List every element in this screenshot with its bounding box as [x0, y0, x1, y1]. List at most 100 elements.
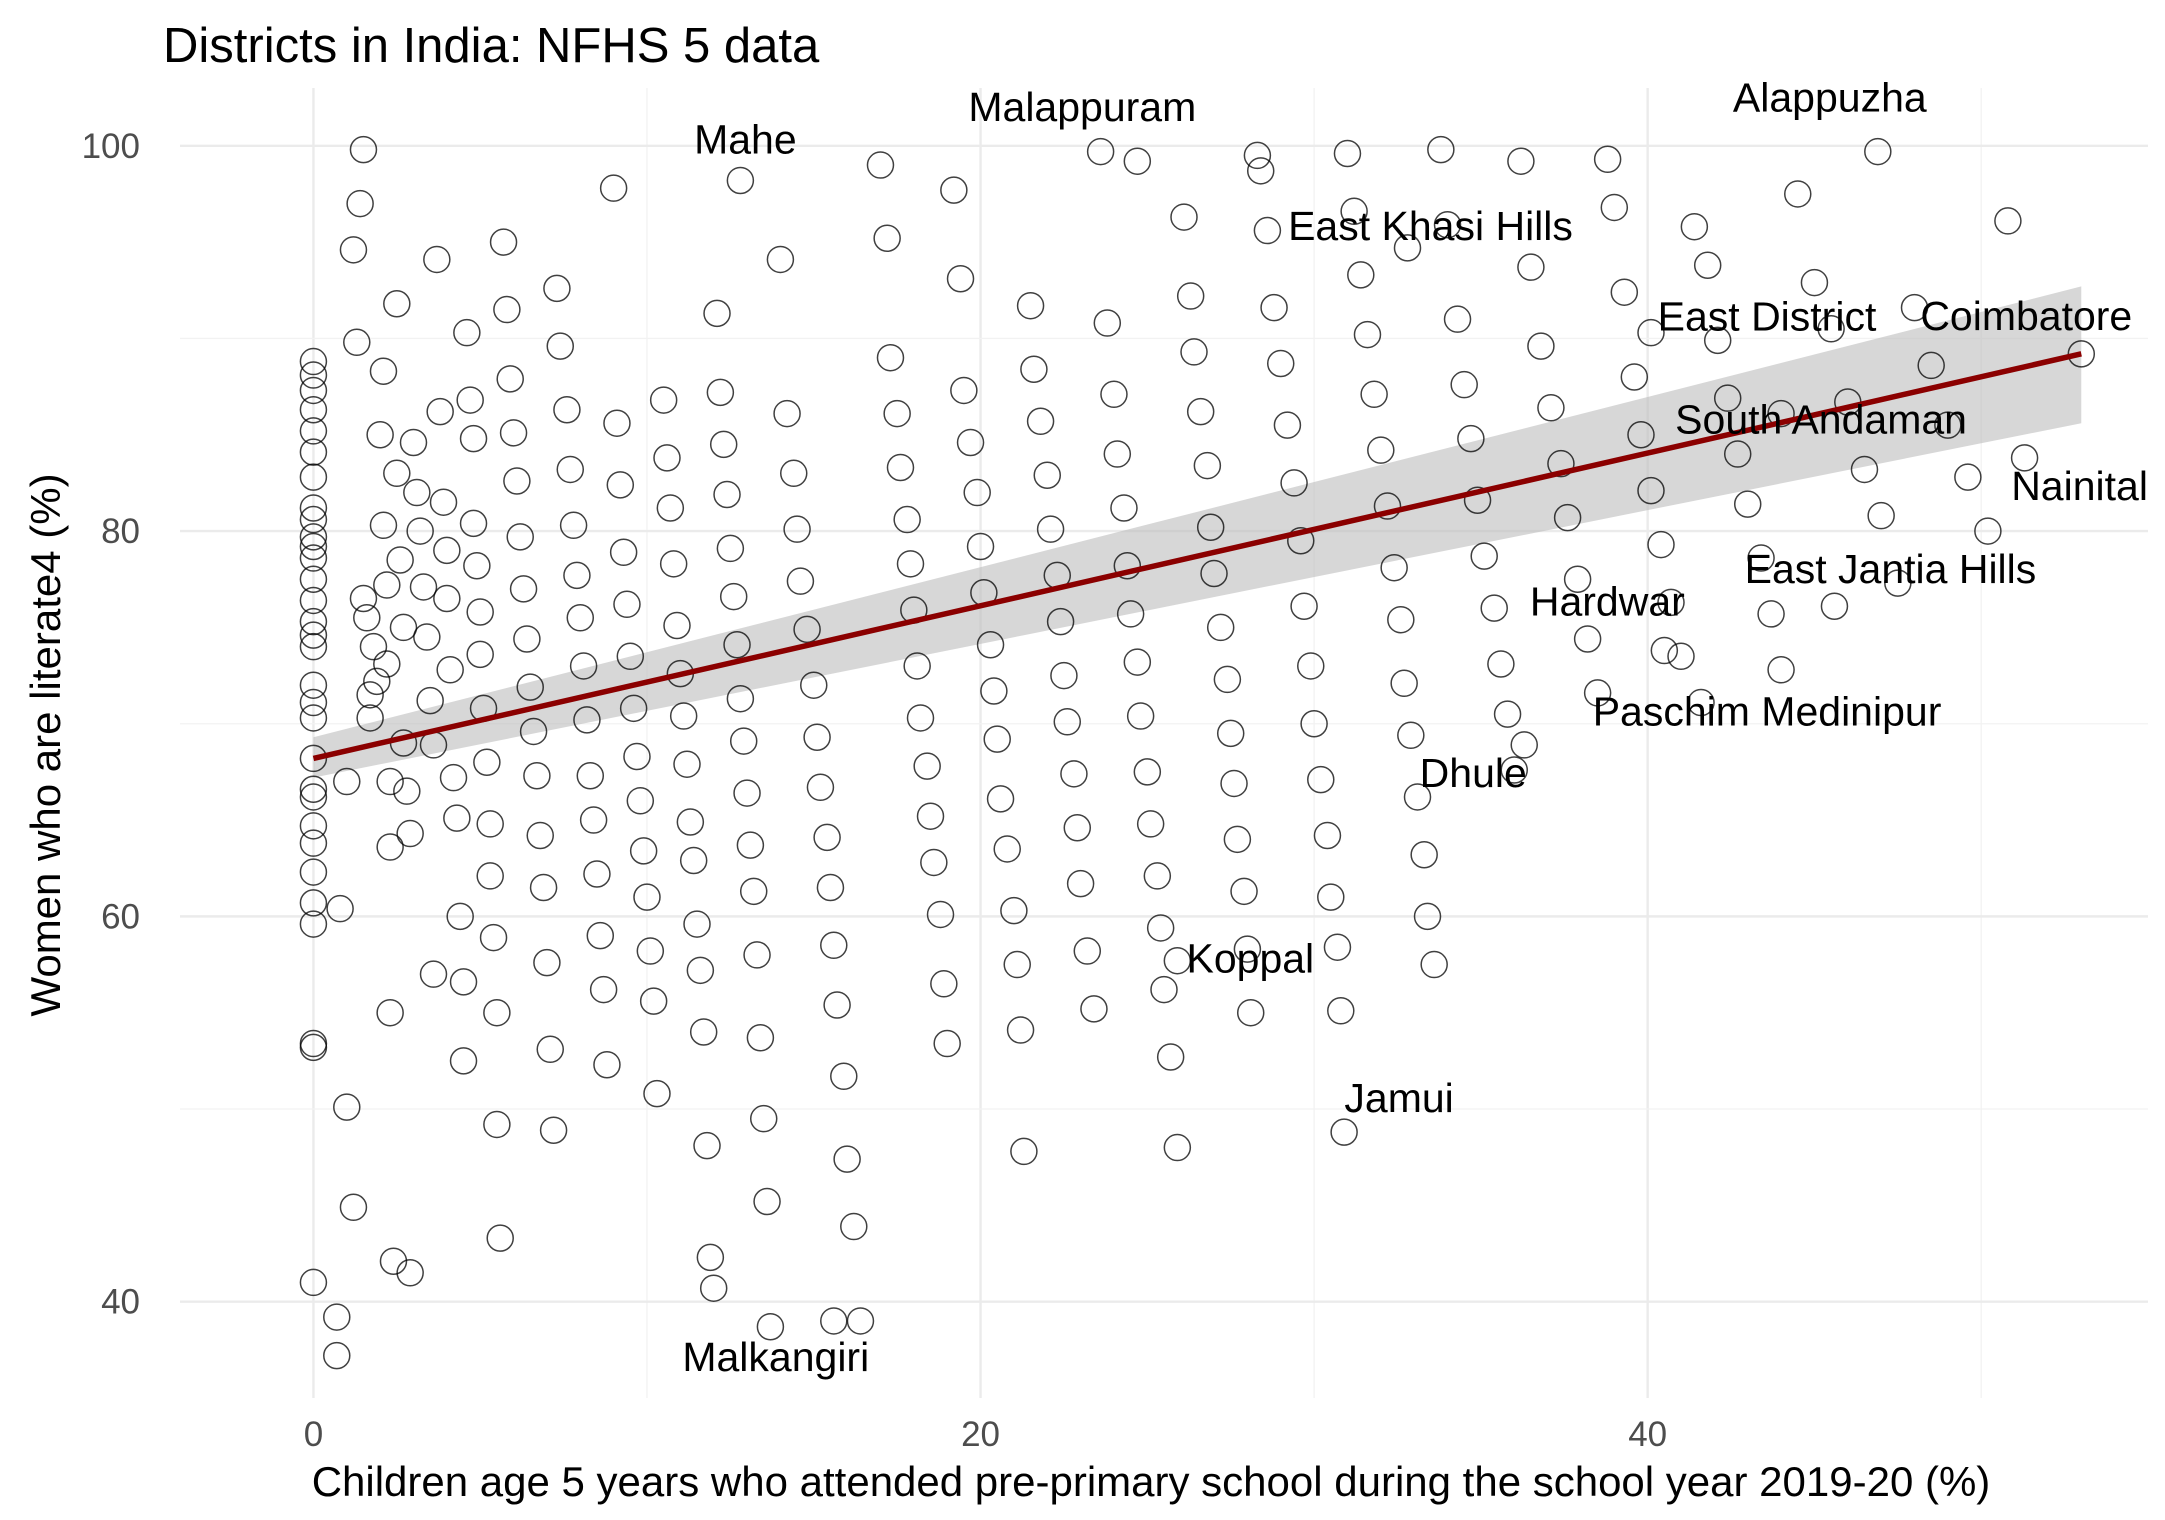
data-point [1136, 810, 1165, 838]
data-point [299, 688, 328, 717]
data-point [436, 656, 464, 684]
data-point [916, 802, 945, 830]
data-point [933, 1029, 961, 1058]
data-point [1266, 349, 1295, 378]
data-point [589, 975, 618, 1004]
data-point [1060, 760, 1088, 788]
data-point [906, 704, 935, 732]
data-point [536, 1035, 565, 1064]
data-point [299, 463, 328, 491]
data-point [299, 505, 328, 534]
data-point [299, 347, 328, 376]
data-point [539, 1116, 568, 1144]
data-point [703, 299, 731, 328]
data-point [386, 546, 414, 574]
data-point [456, 386, 484, 414]
data-point [1457, 424, 1485, 453]
data-point [1733, 490, 1762, 518]
data-point [349, 584, 378, 613]
data-point [1767, 656, 1795, 684]
data-point [616, 642, 645, 671]
data-point [1036, 515, 1065, 543]
data-point [439, 763, 468, 792]
data-point [930, 970, 958, 998]
data-point [1620, 363, 1649, 391]
data-point [726, 684, 755, 713]
data-point [526, 821, 554, 850]
data-point [983, 725, 1011, 753]
point-labels: Mahe Malappuram Alappuzha East Khasi Hills E… [682, 75, 2148, 1380]
data-point [383, 459, 411, 488]
y-axis-ticks: 40 60 80 100 [82, 127, 140, 1322]
data-point [1387, 605, 1415, 634]
data-point [820, 1307, 848, 1335]
data-point [886, 453, 915, 482]
trend-line [312, 351, 2082, 762]
data-point [643, 1079, 671, 1108]
data-point [339, 236, 368, 264]
data-point [299, 671, 328, 699]
data-point [653, 444, 681, 472]
data-point [1123, 147, 1152, 175]
data-point [373, 571, 401, 599]
data-point [553, 395, 581, 424]
data-point [833, 1145, 861, 1173]
data-point [1647, 530, 1675, 559]
data-point [723, 631, 751, 659]
data-point [349, 135, 378, 164]
data-point [1216, 719, 1245, 748]
data-point [576, 762, 605, 790]
data-point [1667, 642, 1695, 671]
data-point [753, 1187, 781, 1216]
data-point [1290, 592, 1318, 620]
y-tick-label: 100 [82, 127, 140, 166]
data-point [1020, 355, 1048, 384]
data-point [466, 598, 494, 626]
data-point [1547, 449, 1575, 478]
data-point [529, 873, 558, 902]
data-point [903, 652, 931, 680]
data-point [1046, 607, 1075, 636]
data-point [299, 704, 328, 732]
data-point [1080, 995, 1108, 1023]
data-point [1510, 731, 1538, 759]
data-point [1163, 1133, 1192, 1162]
data-point [733, 779, 761, 807]
data-point [1026, 407, 1055, 436]
data-point [333, 1093, 361, 1121]
data-point [1273, 411, 1302, 439]
data-point [639, 987, 668, 1015]
data-point [463, 552, 491, 580]
data-point [729, 727, 758, 755]
data-point [1353, 320, 1382, 349]
data-point [673, 750, 701, 778]
data-point [1563, 565, 1592, 593]
data-point [1243, 141, 1272, 170]
data-point [1610, 278, 1639, 306]
data-point [633, 883, 661, 911]
data-point [569, 652, 598, 680]
data-point [1393, 234, 1422, 262]
data-point [299, 395, 328, 424]
data-point [636, 937, 665, 965]
data-point [913, 752, 941, 780]
data-point [1680, 212, 1709, 241]
data-point [299, 544, 328, 572]
data-point [429, 488, 458, 516]
data-point [1397, 721, 1425, 750]
data-point [1527, 332, 1555, 360]
data-point [359, 632, 388, 661]
data-point [786, 567, 815, 595]
data-point [1133, 758, 1162, 786]
data-point [409, 573, 438, 601]
data-point [1784, 180, 1812, 208]
data-point [1126, 702, 1155, 730]
data-point [719, 582, 748, 611]
data-point [1767, 399, 1795, 428]
data-point [883, 399, 911, 428]
data-point [343, 328, 371, 357]
data-point [483, 1110, 511, 1139]
data-point [1537, 394, 1565, 422]
data-point [443, 804, 471, 832]
